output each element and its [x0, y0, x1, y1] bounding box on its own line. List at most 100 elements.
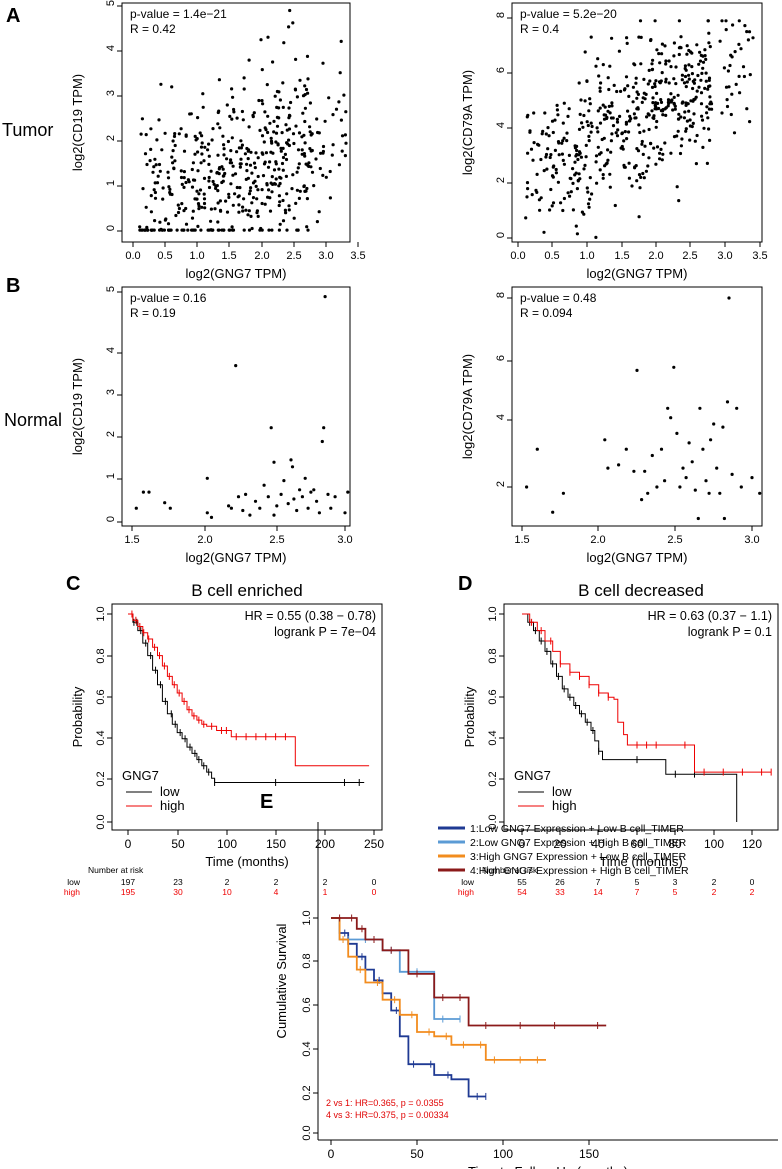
survival-curve	[331, 917, 486, 1098]
scatter-point	[166, 170, 170, 174]
scatter-point	[283, 208, 287, 212]
scatter-point	[306, 77, 310, 81]
scatter-point	[684, 129, 688, 133]
scatter-point	[751, 36, 755, 40]
scatter-point	[287, 106, 291, 110]
legend-label: low	[552, 784, 572, 799]
scatter-point	[682, 116, 687, 120]
scatter-point	[687, 73, 691, 77]
scatter-point	[166, 222, 171, 226]
scatter-point	[737, 42, 741, 47]
scatter-point	[705, 161, 710, 165]
scatter-point	[277, 90, 281, 94]
scatter-point	[608, 172, 612, 176]
scatter-point	[659, 447, 664, 451]
scatter-point	[674, 82, 678, 86]
scatter-point	[266, 35, 270, 39]
scatter-point	[706, 87, 710, 91]
scatter-point	[305, 225, 309, 229]
scatter-point	[164, 217, 168, 221]
risk-count: 0	[372, 877, 377, 887]
scatter-point	[577, 172, 581, 176]
scatter-point	[587, 139, 591, 143]
scatter-point	[284, 123, 288, 127]
scatter-point	[701, 66, 705, 70]
risk-count: 2	[225, 877, 230, 887]
scatter-point	[635, 96, 639, 100]
plot-frame	[121, 2, 351, 243]
scatter-point	[642, 176, 646, 180]
scatter-point	[216, 189, 220, 193]
scatter-point	[247, 125, 251, 129]
y-tick-label: 5	[105, 286, 117, 292]
scatter-point	[532, 141, 536, 145]
scatter-point	[253, 179, 257, 183]
scatter-point	[635, 179, 639, 183]
legend-label: low	[160, 784, 180, 799]
scatter-point	[269, 181, 273, 185]
scatter-point	[729, 112, 733, 117]
x-tick-label: 3.0	[744, 534, 759, 546]
scatter-point	[742, 74, 747, 79]
scatter-point	[555, 108, 560, 112]
scatter-point	[241, 209, 245, 213]
legend-label: 1:Low GNG7 Expression + Low B cell_TIMER	[470, 823, 684, 835]
scatter-point	[333, 495, 337, 499]
scatter-point	[648, 79, 652, 83]
scatter-point	[562, 162, 567, 166]
scatter-point	[231, 173, 235, 177]
risk-count: 3	[673, 877, 678, 887]
scatter-point	[688, 138, 692, 142]
scatter-point	[215, 170, 219, 175]
scatter-point	[207, 175, 211, 180]
scatter-point	[145, 162, 149, 167]
scatter-point	[537, 143, 541, 147]
scatter-point	[553, 118, 557, 122]
y-tick-label: 0	[495, 232, 507, 238]
scatter-point	[641, 171, 645, 176]
scatter-point	[684, 476, 688, 480]
scatter-point	[153, 157, 157, 161]
scatter-point	[610, 104, 614, 108]
scatter-point	[152, 188, 156, 192]
scatter-point	[575, 232, 580, 236]
scatter-point	[205, 476, 209, 480]
scatter-point	[158, 169, 162, 173]
scatter-point	[205, 511, 209, 515]
scatter-point	[239, 157, 243, 161]
scatter-point	[707, 41, 711, 45]
scatter-point	[691, 121, 695, 125]
scatter-point	[607, 87, 611, 92]
scatter-point	[579, 155, 584, 159]
scatter-point	[646, 82, 650, 86]
scatter-point	[272, 460, 276, 464]
scatter-point	[182, 176, 186, 180]
scatter-point	[220, 180, 224, 185]
scatter-point	[281, 219, 286, 223]
scatter-point	[309, 490, 313, 494]
scatter-point	[261, 174, 266, 178]
scatter-point	[650, 109, 654, 113]
risk-count: 2	[750, 887, 755, 897]
scatter-point	[190, 216, 195, 220]
scatter-point	[672, 95, 676, 99]
scatter-point	[141, 187, 145, 191]
scatter-point	[634, 76, 638, 80]
scatter-point	[644, 169, 649, 173]
scatter-point	[337, 163, 341, 167]
scatter-point	[561, 158, 565, 162]
scatter-point	[625, 41, 629, 46]
scatter-point	[728, 63, 732, 68]
scatter-point	[647, 127, 651, 132]
scatter-point	[642, 91, 646, 95]
scatter-point	[546, 147, 550, 151]
scatter-point	[258, 506, 262, 510]
scatter-point	[666, 406, 670, 410]
scatter-point	[202, 192, 206, 196]
scatter-point	[586, 123, 590, 128]
scatter-point	[192, 228, 196, 232]
scatter-point	[721, 425, 725, 429]
scatter-point	[272, 119, 276, 123]
scatter-point	[295, 170, 299, 174]
scatter-point	[160, 148, 164, 152]
